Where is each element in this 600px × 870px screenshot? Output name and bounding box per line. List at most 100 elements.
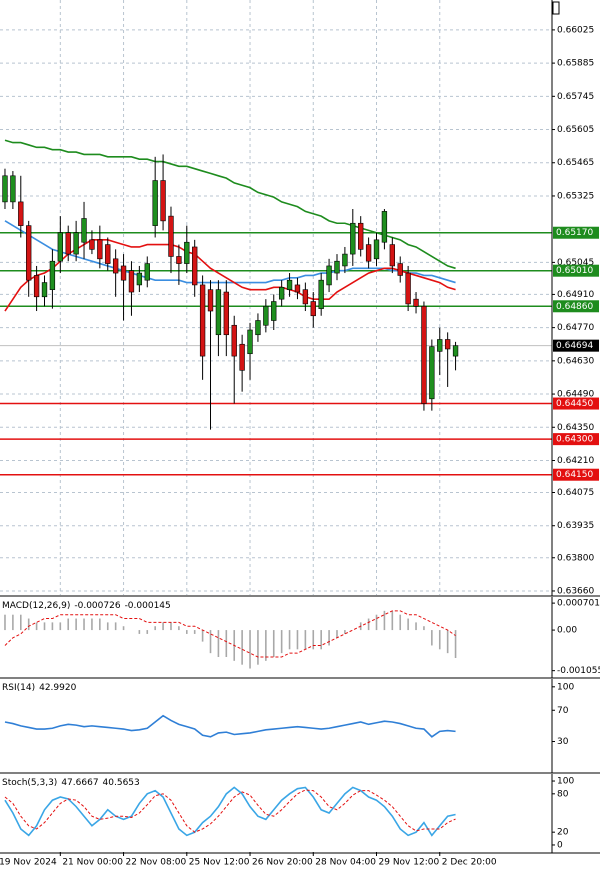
level-label-box xyxy=(553,300,599,313)
candle-body xyxy=(358,222,364,250)
candle-body xyxy=(105,244,111,264)
x-tick-label: 28 Nov 04:00 xyxy=(315,858,376,868)
indicator-readout: 42.9920 xyxy=(39,683,76,693)
candle-body xyxy=(128,270,135,293)
y-tick-label: 0.65885 xyxy=(557,59,594,69)
y-tick-label: 0.63660 xyxy=(557,586,594,596)
y-tick-label: 0.63800 xyxy=(557,553,594,563)
candle-body xyxy=(33,275,40,298)
candle-body xyxy=(334,260,340,274)
candle-body xyxy=(271,301,277,321)
candle-body xyxy=(160,180,166,222)
y-tick-label: 0.65605 xyxy=(557,125,594,135)
level-label: 0.64300 xyxy=(556,435,593,445)
candle-body xyxy=(381,211,388,243)
candle-body xyxy=(176,256,182,264)
candle-body xyxy=(89,239,95,250)
y-tick-label: -0.001055 xyxy=(557,666,600,676)
indicator-name: Stoch(5,3,3) xyxy=(2,778,57,788)
indicator-line xyxy=(4,220,456,284)
y-tick-label: 0.65045 xyxy=(557,258,594,268)
y-tick-label: 80 xyxy=(557,789,569,799)
candle-body xyxy=(112,258,119,274)
y-tick-label: 30 xyxy=(557,737,569,747)
level-label-box xyxy=(553,264,599,277)
indicator-name: MACD(12,26,9) xyxy=(2,601,70,611)
y-tick-label: 0.64490 xyxy=(557,390,594,400)
candle-body xyxy=(318,279,324,309)
candle-body xyxy=(365,244,372,262)
scroll-marker xyxy=(552,1,560,15)
candle-body xyxy=(184,241,190,264)
y-tick-label: 0.65325 xyxy=(557,191,594,201)
indicator-line xyxy=(4,789,456,833)
y-tick-label: 0.66025 xyxy=(557,25,594,35)
candle-body xyxy=(231,324,237,357)
candle-body xyxy=(2,175,8,203)
y-tick-label: 70 xyxy=(557,706,569,716)
candle-body xyxy=(389,244,395,267)
candle-body xyxy=(168,215,174,257)
level-label-box xyxy=(553,433,599,446)
candle-body xyxy=(286,279,293,290)
level-label-box xyxy=(553,397,599,410)
y-tick-label: 20 xyxy=(557,828,569,838)
indicator-readout: 40.5653 xyxy=(103,778,140,788)
candle-body xyxy=(223,291,229,336)
panel xyxy=(4,610,457,669)
candle-body xyxy=(41,282,48,298)
panel xyxy=(4,786,456,837)
indicator-line xyxy=(4,239,456,312)
level-label: 0.64450 xyxy=(556,399,593,409)
last-price-label: 0.64694 xyxy=(556,341,593,351)
y-tick-label: 100 xyxy=(557,777,574,787)
y-tick-label: 0.64210 xyxy=(557,456,594,466)
candle-body xyxy=(144,263,150,281)
panel xyxy=(0,0,552,595)
indicator-name: RSI(14) xyxy=(2,683,35,693)
candle-body xyxy=(350,222,356,255)
candle-body xyxy=(310,301,316,317)
indicator-line xyxy=(4,786,456,837)
candle-body xyxy=(405,272,411,305)
x-tick-label: 2 Dec 20:00 xyxy=(442,858,497,868)
candle-body xyxy=(326,265,332,286)
candle-body xyxy=(199,284,206,357)
candle-body xyxy=(10,175,16,203)
y-tick-label: 0.64630 xyxy=(557,356,594,366)
y-tick-label: 0.00 xyxy=(557,626,577,636)
x-tick-label: 19 Nov 2024 xyxy=(0,858,57,868)
candle-body xyxy=(239,343,245,371)
candle-body xyxy=(342,253,348,267)
indicator-title: MACD(12,26,9) -0.000726 -0.000145 xyxy=(2,601,171,611)
candle-body xyxy=(413,298,419,307)
candle-body xyxy=(49,260,56,290)
level-label: 0.64150 xyxy=(556,470,593,480)
candle-body xyxy=(278,286,285,300)
y-tick-label: 0.65745 xyxy=(557,92,594,102)
candle-body xyxy=(452,345,459,357)
y-tick-label: 0.000701 xyxy=(557,599,600,609)
y-tick-label: 100 xyxy=(557,682,574,692)
y-tick-label: 0.65465 xyxy=(557,158,594,168)
last-price-box xyxy=(553,339,599,352)
x-tick-label: 25 Nov 12:00 xyxy=(189,858,250,868)
level-label-box xyxy=(553,468,599,481)
y-tick-label: 0.64350 xyxy=(557,423,594,433)
candle-body xyxy=(255,320,261,336)
candle-body xyxy=(247,329,253,355)
candle-body xyxy=(444,339,451,350)
level-label: 0.65010 xyxy=(556,266,593,276)
x-tick-label: 22 Nov 08:00 xyxy=(126,858,187,868)
indicator-line xyxy=(4,139,456,270)
level-label-box xyxy=(553,226,599,239)
y-tick-label: 0.64075 xyxy=(557,488,594,498)
candle-body xyxy=(18,201,24,226)
y-tick-label: 0.63935 xyxy=(557,521,594,531)
indicator-readout: -0.000726 xyxy=(74,601,120,611)
candle-body xyxy=(152,180,158,226)
level-label: 0.64860 xyxy=(556,302,593,312)
